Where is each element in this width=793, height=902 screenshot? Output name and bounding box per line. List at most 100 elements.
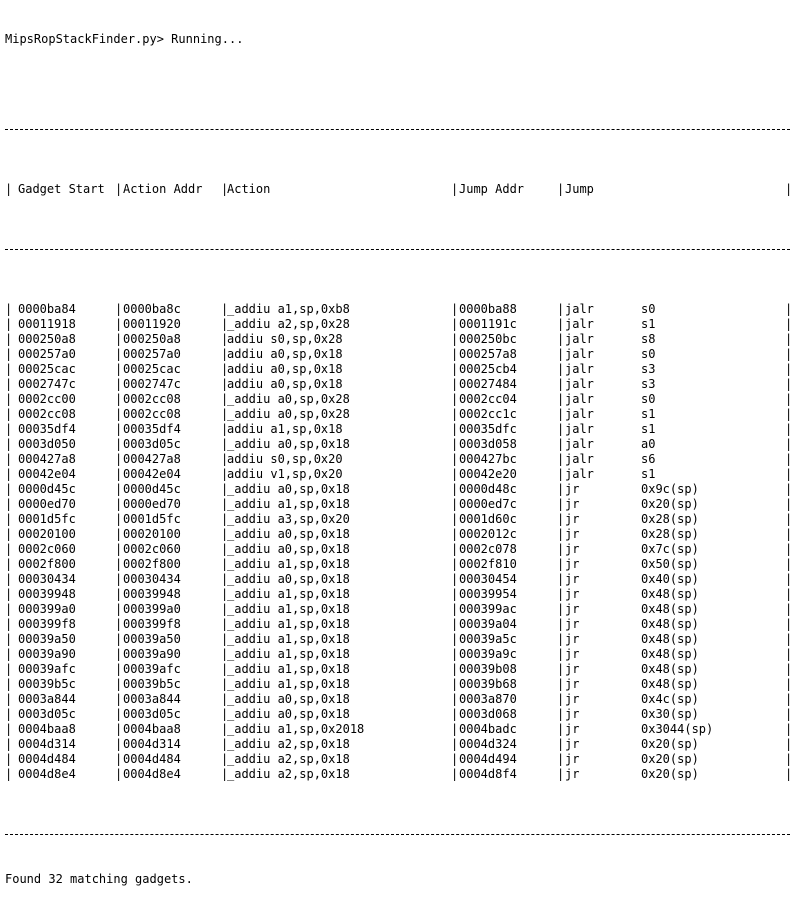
column-separator: | [557,527,565,541]
column-separator: | [115,302,123,316]
table-row: | 00039afc | 00039afc | _addiu a1,sp,0x18 | 000… [5,662,792,677]
header-gadget-start: Gadget Start [18,182,105,196]
jump-addr-cell: 00039b68 [459,677,517,691]
column-separator: | [451,767,459,781]
column-separator: | [115,752,123,766]
action-addr-cell: 000250a8 [123,332,181,346]
jump-target-cell: s6 [641,452,656,466]
jump-addr-cell: 00039954 [459,587,517,601]
gadget-start-cell: 00020100 [18,527,76,541]
gadget-start-cell: 00039a50 [18,632,76,646]
action-addr-cell: 00039b5c [123,677,181,691]
jump-instruction-cell: jr [565,557,580,571]
column-separator: | [451,617,459,631]
column-separator: | [785,677,793,691]
action-addr-cell: 0004d314 [123,737,181,751]
action-cell: _addiu a0,sp,0x18 [227,437,350,451]
action-addr-cell: 0000d45c [123,482,181,496]
jump-target-cell: 0x20(sp) [641,737,699,751]
table-header-rule [5,242,791,257]
table-row: | 0002cc08 | 0002cc08 | _addiu a0,sp,0x28 | 000… [5,407,792,422]
jump-addr-cell: 0002cc04 [459,392,517,406]
column-separator: | [5,317,13,331]
column-separator: | [557,542,565,556]
column-separator: | [785,647,793,661]
column-separator: | [451,572,459,586]
column-separator: | [221,527,229,541]
gadget-start-cell: 0003d05c [18,707,76,721]
column-separator: | [557,377,565,391]
jump-instruction-cell: jr [565,587,580,601]
table-row: | 0000ba84 | 0000ba8c | _addiu a1,sp,0xb8 | 000… [5,302,792,317]
jump-instruction-cell: jalr [565,452,594,466]
jump-instruction-cell: jr [565,497,580,511]
action-cell: _addiu a2,sp,0x18 [227,752,350,766]
column-separator: | [451,422,459,436]
column-separator: | [557,662,565,676]
column-separator: | [785,557,793,571]
jump-addr-cell: 000399ac [459,602,517,616]
jump-instruction-cell: jr [565,737,580,751]
column-separator: | [451,332,459,346]
jump-target-cell: 0x20(sp) [641,752,699,766]
header-action: Action [227,182,271,196]
action-cell: _addiu a0,sp,0x18 [227,542,350,556]
column-separator: | [451,752,459,766]
header-jump-addr: Jump Addr [459,182,525,196]
column-separator: | [5,692,13,706]
column-separator: | [5,632,13,646]
table-row: | 0002c060 | 0002c060 | _addiu a0,sp,0x18 | 000… [5,542,792,557]
column-separator: | [115,602,123,616]
action-addr-cell: 00035df4 [123,422,181,436]
gadget-start-cell: 0003a844 [18,692,76,706]
column-separator: | [5,347,13,361]
action-addr-cell: 0004baa8 [123,722,181,736]
column-separator: | [785,512,793,526]
jump-instruction-cell: jr [565,617,580,631]
column-separator: | [115,347,123,361]
table-row: | 00042e04 | 00042e04 | addiu v1,sp,0x20 | 0004… [5,467,792,482]
header-action-addr: Action Addr [123,182,203,196]
action-addr-cell: 00020100 [123,527,181,541]
jump-target-cell: 0x40(sp) [641,572,699,586]
column-separator: | [115,767,123,781]
jump-instruction-cell: jalr [565,362,594,376]
column-separator: | [115,362,123,376]
column-separator: | [451,722,459,736]
column-separator: | [115,377,123,391]
column-separator: | [557,632,565,646]
column-separator: | [557,392,565,406]
column-separator: | [451,557,459,571]
table-row: | 00011918 | 00011920 | _addiu a2,sp,0x28 | 000… [5,317,792,332]
column-separator: | [557,332,565,346]
jump-target-cell: 0x48(sp) [641,602,699,616]
action-cell: _addiu a1,sp,0x18 [227,602,350,616]
jump-target-cell: s1 [641,467,656,481]
jump-addr-cell: 0000d48c [459,482,517,496]
column-separator: | [115,587,123,601]
jump-addr-cell: 00039a04 [459,617,517,631]
action-cell: addiu a0,sp,0x18 [227,347,343,361]
column-separator: | [221,467,229,481]
column-separator: | [451,632,459,646]
jump-target-cell: s1 [641,317,656,331]
gadget-start-cell: 0004d314 [18,737,76,751]
column-separator: | [785,437,793,451]
column-separator: | [557,617,565,631]
column-separator: | [115,737,123,751]
column-separator: | [5,662,13,676]
table-row: | 000399f8 | 000399f8 | _addiu a1,sp,0x18 | 000… [5,617,792,632]
column-separator: | [557,572,565,586]
table-row: | 0003d05c | 0003d05c | _addiu a0,sp,0x18 | 000… [5,707,792,722]
action-addr-cell: 00039afc [123,662,181,676]
jump-target-cell: 0x28(sp) [641,527,699,541]
jump-target-cell: 0x48(sp) [641,587,699,601]
jump-target-cell: 0x50(sp) [641,557,699,571]
action-addr-cell: 0004d8e4 [123,767,181,781]
column-separator: | [785,377,793,391]
column-separator: | [557,482,565,496]
gadget-start-cell: 00042e04 [18,467,76,481]
jump-instruction-cell: jr [565,527,580,541]
jump-addr-cell: 0002cc1c [459,407,517,421]
column-separator: | [451,437,459,451]
